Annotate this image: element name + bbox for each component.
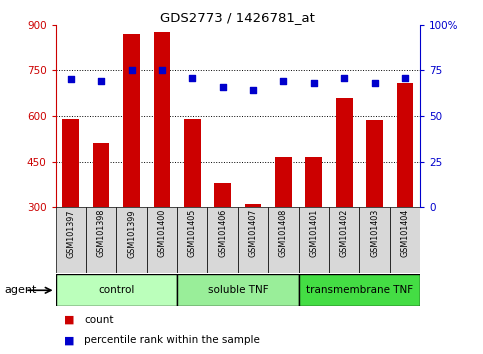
Bar <box>154 32 170 207</box>
Bar <box>298 207 329 273</box>
Bar <box>62 119 79 207</box>
Bar <box>397 82 413 207</box>
Bar <box>56 207 86 273</box>
Text: GSM101408: GSM101408 <box>279 209 288 257</box>
Text: percentile rank within the sample: percentile rank within the sample <box>85 335 260 345</box>
Point <box>280 79 287 84</box>
Text: GSM101401: GSM101401 <box>309 209 318 257</box>
Point <box>97 79 105 84</box>
Text: GDS2773 / 1426781_at: GDS2773 / 1426781_at <box>160 11 315 24</box>
Point <box>371 80 379 86</box>
Text: ■: ■ <box>64 315 74 325</box>
Point <box>128 68 135 73</box>
Bar <box>93 143 110 207</box>
Point <box>401 75 409 80</box>
Bar <box>177 274 298 306</box>
Bar <box>366 120 383 207</box>
Text: transmembrane TNF: transmembrane TNF <box>306 285 413 295</box>
Bar <box>305 157 322 207</box>
Text: GSM101400: GSM101400 <box>157 209 167 257</box>
Bar <box>116 207 147 273</box>
Point <box>158 68 166 73</box>
Bar <box>86 207 116 273</box>
Bar <box>214 183 231 207</box>
Text: GSM101405: GSM101405 <box>188 209 197 257</box>
Point <box>219 84 227 90</box>
Bar <box>177 207 208 273</box>
Bar <box>123 34 140 207</box>
Text: GSM101404: GSM101404 <box>400 209 410 257</box>
Text: GSM101406: GSM101406 <box>218 209 227 257</box>
Text: GSM101397: GSM101397 <box>66 209 75 258</box>
Bar <box>298 274 420 306</box>
Bar <box>245 204 261 207</box>
Text: GSM101399: GSM101399 <box>127 209 136 258</box>
Point <box>310 80 318 86</box>
Text: GSM101407: GSM101407 <box>249 209 257 257</box>
Bar <box>329 207 359 273</box>
Bar <box>275 157 292 207</box>
Text: GSM101402: GSM101402 <box>340 209 349 257</box>
Text: agent: agent <box>5 285 37 295</box>
Point <box>67 77 74 82</box>
Bar <box>268 207 298 273</box>
Text: ■: ■ <box>64 335 74 345</box>
Bar <box>147 207 177 273</box>
Point <box>188 75 196 80</box>
Bar <box>208 207 238 273</box>
Bar <box>56 274 177 306</box>
Bar <box>390 207 420 273</box>
Text: GSM101398: GSM101398 <box>97 209 106 257</box>
Bar <box>184 119 200 207</box>
Bar <box>238 207 268 273</box>
Text: soluble TNF: soluble TNF <box>208 285 268 295</box>
Text: GSM101403: GSM101403 <box>370 209 379 257</box>
Text: control: control <box>98 285 134 295</box>
Bar <box>359 207 390 273</box>
Bar <box>336 98 353 207</box>
Text: count: count <box>85 315 114 325</box>
Point <box>249 87 257 93</box>
Point <box>341 75 348 80</box>
